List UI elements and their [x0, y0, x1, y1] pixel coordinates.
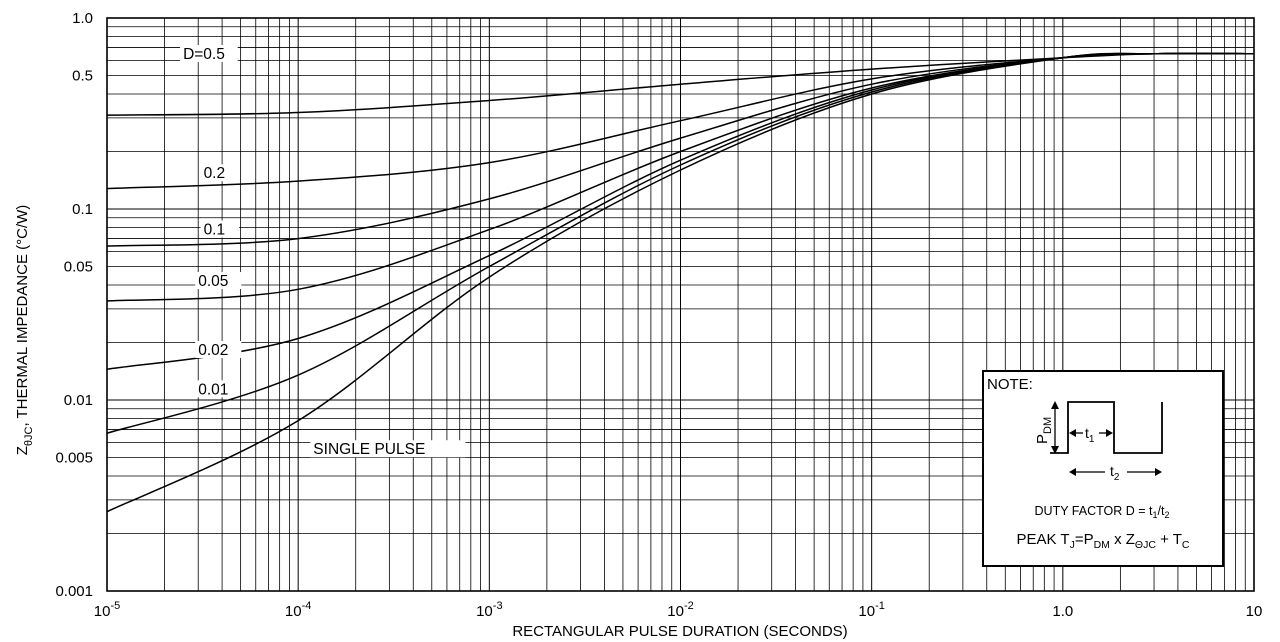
peak-sub-dm: DM	[1094, 539, 1110, 551]
x-tick-exp-0: -5	[110, 600, 120, 612]
y-tick-label-3: 0.05	[64, 258, 93, 275]
series-label-bg-1	[200, 164, 240, 182]
x-axis-title: RECTANGULAR PULSE DURATION (SECONDS)	[512, 623, 847, 640]
note-box: NOTE: PDM t1 t2 DUTY FACTOR D = t1/t2 PE…	[982, 370, 1224, 567]
x-tick-base-3: 10	[667, 603, 684, 620]
peak-mid: x Z	[1110, 531, 1135, 548]
x-tick-base-1: 10	[285, 603, 302, 620]
t2-label: t2	[1110, 463, 1120, 483]
series-label-bg-5	[195, 380, 234, 398]
series-label-bg-4	[195, 341, 242, 359]
note-frame	[982, 370, 1224, 567]
series-label-bg-6	[310, 440, 466, 458]
x-tick-label-6: 10	[1246, 603, 1263, 620]
plot-frame	[106, 17, 1255, 592]
duty-sub2: 2	[1164, 510, 1169, 520]
note-title: NOTE:	[987, 376, 1033, 393]
t1-label-base: t	[1085, 425, 1089, 441]
peak-sub-theta: ΘJC	[1135, 539, 1156, 551]
peak-prefix: PEAK T	[1016, 531, 1069, 548]
y-tick-label-2: 0.1	[72, 201, 93, 218]
series-label-bg-3	[195, 272, 242, 290]
x-tick-exp-4: -1	[875, 600, 885, 612]
y-tick-label-1: 0.5	[72, 67, 93, 84]
curve-labels: D=0.5 0.2 0.1 0.05 0.02 0.01 SINGLE PULSE	[180, 45, 466, 458]
duty-sub1: 1	[1152, 510, 1157, 520]
peak-sub-c: C	[1182, 539, 1190, 551]
pulse-waveform-icon	[1050, 401, 1163, 476]
x-tick-exp-3: -2	[684, 600, 694, 612]
t1-label-sub: 1	[1089, 434, 1095, 445]
y-tick-label-4: 0.01	[64, 392, 93, 409]
t2-label-sub: 2	[1114, 472, 1120, 483]
series-label-bg-0	[180, 45, 238, 63]
x-tick-label-4: 10-1	[858, 600, 884, 620]
x-tick-label-2: 10-3	[476, 600, 502, 620]
duty-factor-text: DUTY FACTOR D = t1/t2	[1035, 504, 1170, 520]
pdm-label: PDM	[1034, 417, 1054, 444]
duty-prefix: DUTY FACTOR D = t	[1035, 504, 1153, 518]
x-tick-exp-1: -4	[302, 600, 312, 612]
series-label-5: 0.01	[198, 381, 228, 398]
series-label-6: SINGLE PULSE	[313, 441, 425, 458]
x-tick-label-5: 1.0	[1052, 603, 1073, 620]
t1-label: t1	[1085, 425, 1095, 445]
x-tick-label-1: 10-4	[285, 600, 311, 620]
x-tick-label-0: 10-5	[94, 600, 120, 620]
pdm-label-sub: DM	[1042, 417, 1054, 434]
x-tick-exp-2: -3	[493, 600, 503, 612]
t2-label-base: t	[1110, 463, 1114, 479]
pdm-label-base: P	[1034, 434, 1051, 444]
y-tick-label-6: 0.001	[55, 583, 93, 600]
y-tick-labels: 1.0 0.5 0.1 0.05 0.01 0.005 0.001	[55, 10, 93, 600]
x-tick-labels: 10-5 10-4 10-3 10-2 10-1 1.0 10	[94, 600, 1263, 620]
x-tick-base-4: 10	[858, 603, 875, 620]
series-label-4: 0.02	[198, 342, 228, 359]
series-line-6	[106, 52, 1255, 513]
duty-mid: /t	[1158, 504, 1165, 518]
peak-tj-formula: PEAK TJ=PDM x ZΘJC + TC	[1016, 531, 1189, 551]
x-tick-base-0: 10	[94, 603, 111, 620]
x-tick-base-5: 1.0	[1052, 603, 1073, 620]
series-label-1: 0.2	[204, 165, 226, 182]
peak-sub-j: J	[1070, 539, 1075, 551]
y-axis-title-rest: , THERMAL IMPEDANCE (°C/W)	[14, 205, 31, 427]
x-tick-label-3: 10-2	[667, 600, 693, 620]
y-axis-title-subscript: θJC	[23, 426, 35, 446]
x-tick-base-2: 10	[476, 603, 493, 620]
peak-eq: =P	[1075, 531, 1094, 548]
series-label-0: D=0.5	[183, 46, 225, 63]
y-tick-label-0: 1.0	[72, 10, 93, 27]
series-label-bg-2	[200, 220, 240, 238]
series-label-3: 0.05	[198, 273, 228, 290]
curves	[106, 52, 1255, 513]
peak-plus: + T	[1156, 531, 1182, 548]
x-tick-base-6: 10	[1246, 603, 1263, 620]
y-axis-title-symbol: Z	[14, 446, 31, 455]
series-label-2: 0.1	[204, 222, 226, 239]
y-tick-label-5: 0.005	[55, 449, 93, 466]
y-axis-title: ZθJC, THERMAL IMPEDANCE (°C/W)	[14, 205, 35, 456]
